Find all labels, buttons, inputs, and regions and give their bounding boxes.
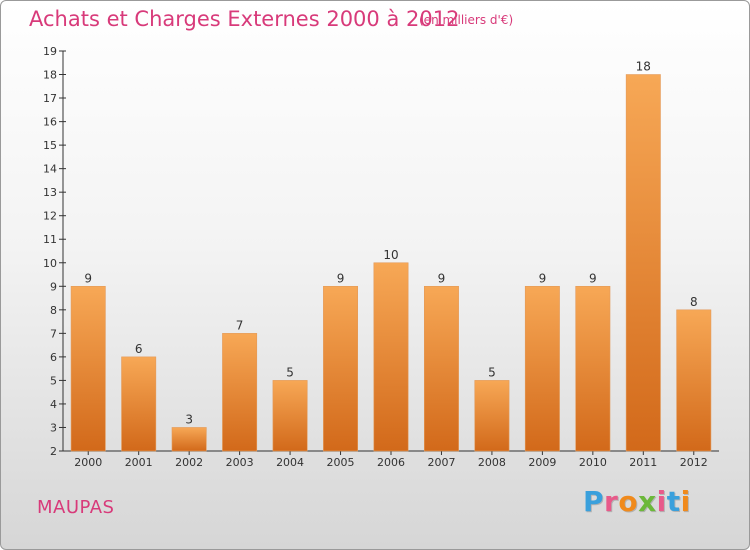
chart-title: Achats et Charges Externes 2000 à 2012 bbox=[29, 7, 460, 31]
y-tick-label: 7 bbox=[50, 327, 57, 340]
bar-2004 bbox=[272, 380, 308, 452]
y-tick-label: 6 bbox=[50, 351, 57, 364]
data-label-2010: 9 bbox=[589, 271, 597, 285]
brand-letter: x bbox=[638, 485, 657, 518]
y-tick-label: 15 bbox=[43, 139, 57, 152]
bars bbox=[70, 74, 712, 452]
y-tick-label: 12 bbox=[43, 210, 57, 223]
y-tick-label: 10 bbox=[43, 257, 57, 270]
data-label-2007: 9 bbox=[438, 271, 446, 285]
y-tick-label: 2 bbox=[50, 445, 57, 458]
data-label-2012: 8 bbox=[690, 295, 698, 309]
x-tick-label-2007: 2007 bbox=[427, 456, 455, 469]
bar-2007 bbox=[424, 285, 459, 452]
data-label-2005: 9 bbox=[337, 271, 345, 285]
data-label-2004: 5 bbox=[286, 365, 294, 379]
bar-2005 bbox=[323, 285, 358, 452]
bar-2000 bbox=[70, 285, 106, 452]
x-axis: 2000 2001 2002 2003 2004 2005 2006 2007 2008 2009… bbox=[63, 450, 719, 469]
y-tick-label: 5 bbox=[50, 374, 57, 387]
y-tick-label: 11 bbox=[43, 233, 57, 246]
brand-letter: i bbox=[680, 485, 691, 518]
x-tick-label-2012: 2012 bbox=[680, 456, 708, 469]
data-label-2006: 10 bbox=[383, 248, 398, 262]
data-label-2000: 9 bbox=[84, 271, 92, 285]
y-tick-label: 13 bbox=[43, 186, 57, 199]
x-tick-label-2004: 2004 bbox=[276, 456, 304, 469]
y-tick-label: 9 bbox=[50, 280, 57, 293]
data-label-2011: 18 bbox=[636, 60, 651, 74]
x-tick-label-2011: 2011 bbox=[629, 456, 657, 469]
proxiti-logo[interactable]: Proxiti bbox=[583, 485, 691, 518]
brand-letter: i bbox=[656, 485, 667, 518]
commune-name: MAUPAS bbox=[37, 497, 115, 518]
y-tick-label: 18 bbox=[43, 69, 57, 82]
y-tick-label: 16 bbox=[43, 116, 57, 129]
brand-letter: r bbox=[604, 485, 619, 518]
y-tick-label: 8 bbox=[50, 304, 57, 317]
x-tick-label-2006: 2006 bbox=[377, 456, 405, 469]
bar-2008 bbox=[474, 380, 510, 452]
x-tick-label-2003: 2003 bbox=[226, 456, 254, 469]
chart-subtitle: (en milliers d'€) bbox=[419, 13, 514, 27]
data-label-2003: 7 bbox=[236, 318, 244, 332]
bar-2011 bbox=[625, 74, 661, 452]
y-tick-label: 3 bbox=[50, 421, 57, 434]
x-tick-label-2002: 2002 bbox=[175, 456, 203, 469]
bar-2002 bbox=[171, 427, 207, 452]
x-tick-label-2000: 2000 bbox=[74, 456, 102, 469]
y-tick-label: 17 bbox=[43, 92, 57, 105]
y-axis: 2 3 4 5 6 7 8 9 10 11 12 13 14 15 16 17 18 19 bbox=[43, 45, 66, 458]
x-tick-label-2001: 2001 bbox=[125, 456, 153, 469]
bar-2006 bbox=[373, 262, 409, 452]
x-tick-label-2009: 2009 bbox=[528, 456, 556, 469]
y-tick-label: 4 bbox=[50, 398, 57, 411]
y-tick-label: 14 bbox=[43, 163, 57, 176]
x-tick-label-2010: 2010 bbox=[579, 456, 607, 469]
bar-2012 bbox=[676, 309, 712, 452]
data-label-2008: 5 bbox=[488, 365, 496, 379]
bar-2003 bbox=[222, 333, 258, 452]
bar-2001 bbox=[121, 356, 157, 452]
brand-letter: o bbox=[618, 485, 639, 518]
data-label-2009: 9 bbox=[539, 271, 547, 285]
x-tick-label-2005: 2005 bbox=[327, 456, 355, 469]
data-labels: 9 6 3 7 5 9 10 9 5 9 9 18 8 bbox=[84, 60, 697, 427]
bar-2009 bbox=[524, 285, 560, 452]
bar-2010 bbox=[575, 285, 611, 452]
y-tick-label: 19 bbox=[43, 45, 57, 58]
brand-letter: P bbox=[583, 485, 605, 518]
brand-letter: t bbox=[666, 485, 681, 518]
data-label-2002: 3 bbox=[185, 412, 193, 426]
x-tick-label-2008: 2008 bbox=[478, 456, 506, 469]
data-label-2001: 6 bbox=[135, 342, 143, 356]
